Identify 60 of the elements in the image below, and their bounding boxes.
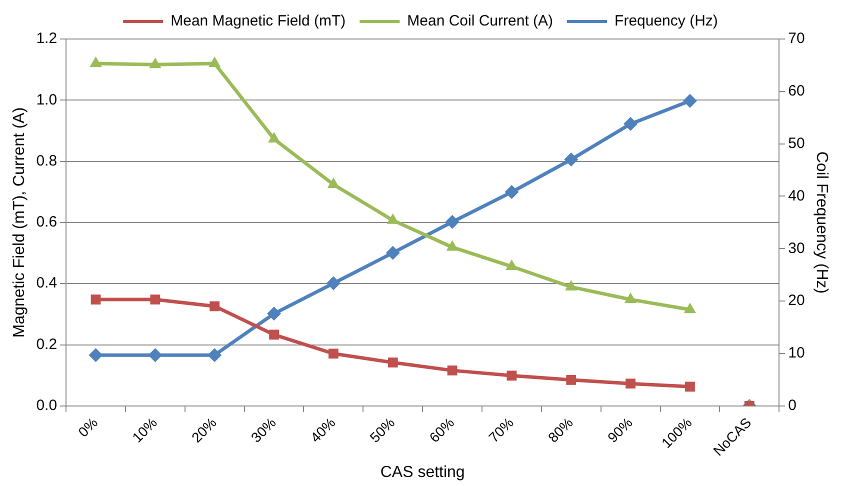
y-tick-label: 0.0 bbox=[36, 397, 58, 414]
point bbox=[150, 294, 160, 304]
x-tick-label: 70% bbox=[485, 414, 517, 446]
y2-tick-label: 40 bbox=[788, 187, 805, 204]
y2-tick-label: 70 bbox=[788, 30, 805, 48]
point bbox=[208, 348, 222, 362]
y-tick-label: 0.8 bbox=[36, 152, 58, 170]
y2-tick-label: 30 bbox=[788, 240, 805, 257]
y-tick-label: 1.0 bbox=[36, 91, 58, 108]
y2-tick-label: 50 bbox=[788, 134, 805, 152]
y2-tick-label: 0 bbox=[788, 397, 796, 414]
y-tick-label: 0.2 bbox=[36, 336, 58, 353]
y-tick-label: 0.4 bbox=[36, 274, 58, 292]
point bbox=[210, 301, 220, 312]
y2-axis-title: Coil Frequency (Hz) bbox=[812, 151, 830, 294]
legend-label: Mean Coil Current (A) bbox=[407, 12, 554, 30]
point bbox=[388, 358, 398, 368]
legend-label: Mean Magnetic Field (mT) bbox=[170, 12, 346, 30]
y2-tick-label: 10 bbox=[788, 344, 805, 362]
point bbox=[626, 378, 636, 389]
x-tick-label: 40% bbox=[307, 414, 338, 446]
x-axis-title: CAS setting bbox=[380, 464, 465, 481]
y2-tick-label: 60 bbox=[788, 82, 805, 100]
point bbox=[267, 306, 282, 321]
y-tick-label: 0.6 bbox=[36, 214, 58, 231]
x-tick-label: 80% bbox=[544, 414, 576, 446]
y-tick-label: 1.2 bbox=[36, 30, 58, 48]
x-tick-label: 30% bbox=[248, 414, 279, 446]
point bbox=[685, 382, 695, 392]
point bbox=[624, 292, 637, 304]
point bbox=[565, 280, 578, 290]
point bbox=[506, 370, 517, 381]
x-tick-label: 90% bbox=[604, 414, 636, 446]
point bbox=[624, 116, 638, 131]
point bbox=[328, 348, 338, 359]
point bbox=[566, 374, 576, 385]
point bbox=[386, 246, 400, 260]
y-axis-title: Magnetic Field (mT), Current (A) bbox=[11, 107, 28, 338]
point bbox=[684, 302, 696, 314]
x-tick-label: 50% bbox=[366, 414, 398, 446]
y2-tick-label: 20 bbox=[788, 292, 805, 310]
point bbox=[445, 214, 460, 229]
point bbox=[88, 348, 103, 362]
point bbox=[326, 276, 340, 290]
point bbox=[268, 132, 280, 142]
point bbox=[504, 185, 519, 200]
point bbox=[148, 348, 162, 362]
x-tick-label: 0% bbox=[74, 414, 101, 440]
point bbox=[90, 56, 102, 67]
point bbox=[269, 330, 279, 340]
point bbox=[506, 259, 518, 270]
point bbox=[446, 240, 458, 251]
point bbox=[149, 58, 162, 68]
x-tick-label: 60% bbox=[426, 414, 458, 446]
point bbox=[90, 294, 101, 304]
point bbox=[564, 152, 578, 167]
point bbox=[682, 94, 697, 108]
point bbox=[208, 56, 221, 67]
legend-label: Frequency (Hz) bbox=[614, 12, 718, 30]
point bbox=[447, 365, 458, 376]
